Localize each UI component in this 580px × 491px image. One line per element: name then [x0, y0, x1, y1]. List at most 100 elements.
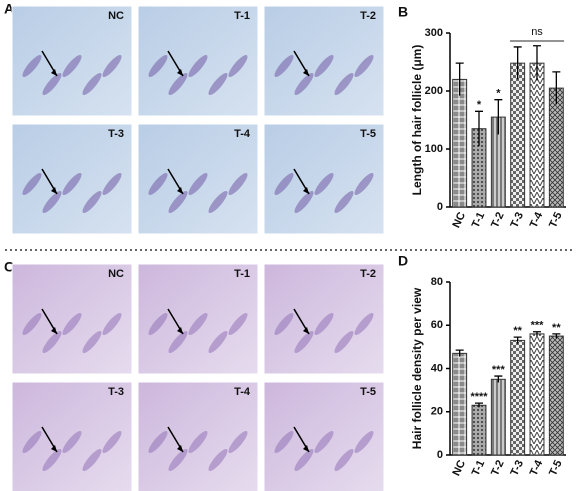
- bar: [548, 335, 564, 456]
- arrow-head: [51, 69, 57, 76]
- significance-label: **: [513, 325, 522, 337]
- tissue-feature: [228, 54, 248, 78]
- arrow-head: [303, 69, 309, 76]
- tissue-feature: [274, 54, 294, 78]
- tissue-feature: [294, 330, 314, 354]
- tissue-feature: [168, 330, 188, 354]
- y-tick-label: 80: [431, 276, 443, 288]
- error-bar: [552, 333, 561, 339]
- tissue-feature: [294, 448, 314, 472]
- image-label: T-2: [360, 10, 376, 22]
- significance-label: **: [552, 322, 561, 334]
- error-bar: [455, 349, 464, 357]
- bar: [548, 87, 564, 208]
- tissue-feature: [188, 430, 208, 454]
- bar: [529, 62, 545, 208]
- tissue-feature: [228, 312, 248, 336]
- x-tick-label: T-2: [489, 458, 507, 477]
- image-label: NC: [108, 10, 124, 22]
- significance-label: ***: [531, 320, 545, 332]
- x-tick-label: T-5: [547, 458, 565, 477]
- tissue-feature: [42, 448, 62, 472]
- error-bar: [494, 99, 503, 135]
- tissue-feature: [354, 430, 374, 454]
- tissue-feature: [208, 330, 228, 354]
- bar: [471, 404, 487, 456]
- tissue-feature: [62, 54, 82, 78]
- tissue-feature: [334, 190, 354, 214]
- panel-label: D: [398, 253, 408, 269]
- y-tick-label: 60: [431, 319, 443, 331]
- image-label: T-5: [360, 128, 376, 140]
- image-label: T-1: [234, 10, 250, 22]
- tissue-feature: [314, 430, 334, 454]
- tissue-feature: [334, 448, 354, 472]
- significance-label: *: [496, 88, 501, 100]
- significance-label: ****: [470, 391, 488, 403]
- tissue-feature: [208, 448, 228, 472]
- image-label: T-4: [234, 386, 251, 398]
- error-bar: [513, 46, 522, 80]
- tissue-feature: [334, 330, 354, 354]
- error-bar: [475, 402, 483, 408]
- tissue-feature: [42, 330, 62, 354]
- tissue-feature: [42, 190, 62, 214]
- tissue-feature: [148, 430, 168, 454]
- tissue-feature: [82, 190, 102, 214]
- image-label: T-4: [234, 128, 251, 140]
- tissue-feature: [102, 54, 122, 78]
- x-tick-label: T-1: [470, 458, 488, 477]
- image-label: NC: [108, 268, 124, 280]
- tissue-feature: [42, 72, 62, 96]
- image-label: T-5: [360, 386, 376, 398]
- bar: [452, 352, 468, 456]
- arrow-head: [303, 187, 309, 194]
- tissue-feature: [148, 172, 168, 196]
- error-bar: [513, 336, 522, 344]
- image-label: T-1: [234, 268, 250, 280]
- bar: [529, 333, 545, 456]
- arrow-head: [177, 445, 183, 452]
- image-label: T-2: [360, 268, 376, 280]
- y-axis-title: Length of hair follicle (μm): [410, 45, 424, 196]
- error-bar: [533, 45, 541, 81]
- y-tick-label: 300: [425, 27, 443, 39]
- tissue-feature: [168, 72, 188, 96]
- x-tick-label: T-4: [528, 458, 546, 478]
- bar: [510, 62, 526, 208]
- arrow-head: [177, 187, 183, 194]
- tissue-feature: [22, 312, 42, 336]
- tissue-feature: [334, 72, 354, 96]
- tissue-feature: [354, 54, 374, 78]
- error-bar: [533, 331, 541, 337]
- x-tick-label: NC: [450, 210, 468, 230]
- x-tick-label: NC: [450, 458, 468, 478]
- x-tick-label: T-2: [489, 210, 507, 229]
- panel-label: B: [398, 4, 408, 20]
- y-tick-label: 0: [437, 201, 443, 213]
- tissue-feature: [22, 430, 42, 454]
- y-tick-label: 40: [431, 362, 443, 374]
- tissue-feature: [354, 312, 374, 336]
- tissue-feature: [22, 172, 42, 196]
- tissue-feature: [228, 430, 248, 454]
- panel-label: C: [4, 259, 14, 275]
- tissue-feature: [314, 312, 334, 336]
- tissue-feature: [148, 312, 168, 336]
- tissue-feature: [294, 72, 314, 96]
- error-bar: [494, 375, 503, 383]
- tissue-feature: [188, 312, 208, 336]
- error-bar: [552, 71, 561, 105]
- panel-label: A: [4, 1, 14, 17]
- tissue-feature: [82, 448, 102, 472]
- tissue-feature: [22, 54, 42, 78]
- bar: [452, 78, 468, 208]
- tissue-feature: [82, 330, 102, 354]
- error-bar: [455, 62, 464, 96]
- tissue-feature: [188, 172, 208, 196]
- tissue-feature: [188, 54, 208, 78]
- x-tick-label: T-1: [470, 210, 488, 229]
- bar: [490, 378, 506, 456]
- tissue-feature: [148, 54, 168, 78]
